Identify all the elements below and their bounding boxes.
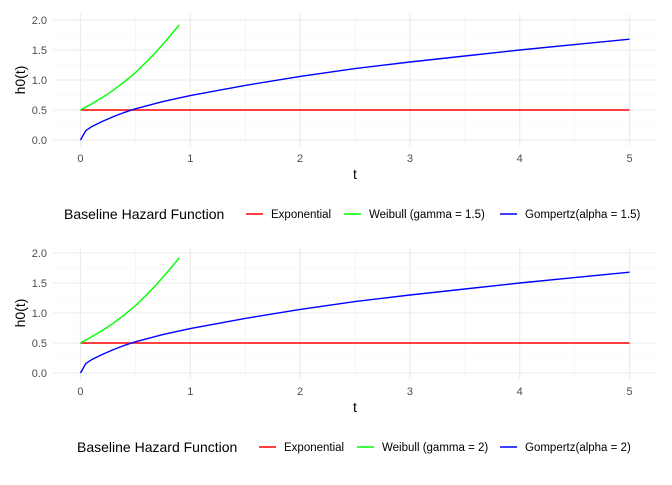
legend-label: Gompertz(alpha = 1.5) — [525, 209, 641, 221]
x-tick-label: 3 — [407, 153, 413, 165]
x-tick-label: 5 — [626, 386, 632, 398]
x-tick-label: 4 — [517, 386, 523, 398]
series-line-3 — [79, 38, 630, 141]
x-tick-label: 5 — [626, 153, 632, 165]
legend-title: Baseline Hazard Function — [64, 206, 224, 222]
y-axis-title: h0(t) — [12, 66, 28, 95]
x-axis-title: t — [353, 399, 357, 415]
legend-item: Weibull (gamma = 1.5) — [344, 209, 485, 221]
x-tick-label: 2 — [297, 153, 303, 165]
x-tick-label: 0 — [77, 153, 83, 165]
legend-item: Weibull (gamma = 2) — [357, 442, 488, 454]
legend-label: Exponential — [271, 209, 331, 221]
series-line-2 — [80, 24, 180, 111]
legend-item: Exponential — [259, 442, 344, 454]
series-line-2 — [80, 257, 180, 344]
x-tick-label: 3 — [407, 386, 413, 398]
y-tick-label: 0.5 — [32, 105, 47, 117]
x-tick-label: 4 — [517, 153, 523, 165]
series-line-3 — [79, 271, 630, 374]
legend-title: Baseline Hazard Function — [77, 439, 237, 455]
y-tick-label: 1.0 — [32, 75, 47, 87]
x-tick-label: 1 — [187, 153, 193, 165]
y-tick-label: 0.0 — [32, 135, 47, 147]
x-tick-label: 2 — [297, 386, 303, 398]
x-tick-label: 1 — [187, 386, 193, 398]
y-axis-title: h0(t) — [12, 299, 28, 328]
chart-panel-1: 0 1 2 3 4 5 0.0 0.5 1.0 1.5 2.0 t h0(t) Baseline Haza… — [12, 14, 657, 222]
x-axis-title: t — [353, 166, 357, 182]
y-tick-label: 1.0 — [32, 308, 47, 320]
legend-item: Gompertz(alpha = 2) — [500, 442, 631, 454]
chart-panel-2: 0 1 2 3 4 5 0.0 0.5 1.0 1.5 2.0 t h0(t) Baseline Haza… — [12, 247, 657, 455]
y-tick-label: 2.0 — [32, 15, 47, 27]
legend-item: Gompertz(alpha = 1.5) — [500, 209, 641, 221]
y-tick-label: 1.5 — [32, 45, 47, 57]
x-tick-label: 0 — [77, 386, 83, 398]
legend-label: Gompertz(alpha = 2) — [525, 442, 631, 454]
legend-item: Exponential — [246, 209, 331, 221]
legend-label: Weibull (gamma = 1.5) — [369, 209, 485, 221]
y-tick-label: 0.5 — [32, 338, 47, 350]
legend-label: Exponential — [284, 442, 344, 454]
legend: Baseline Hazard Function Exponential Weibu… — [64, 206, 641, 222]
y-tick-label: 0.0 — [32, 368, 47, 380]
legend-label: Weibull (gamma = 2) — [382, 442, 488, 454]
y-tick-label: 1.5 — [32, 278, 47, 290]
legend: Baseline Hazard Function Exponential Weibu… — [77, 439, 631, 455]
y-tick-label: 2.0 — [32, 248, 47, 260]
